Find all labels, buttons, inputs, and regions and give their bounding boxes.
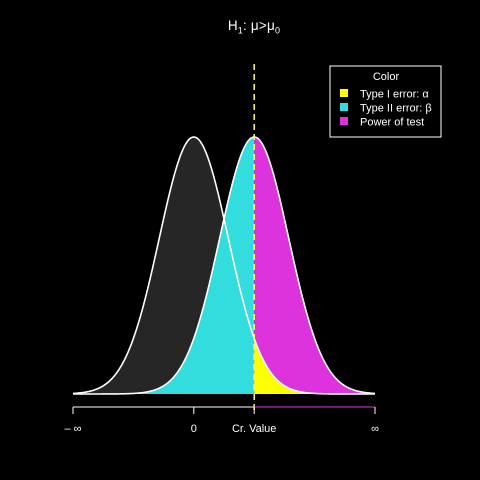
alternative-distribution-curve	[73, 136, 376, 395]
legend-swatch-2	[340, 117, 348, 125]
legend-swatch-0	[340, 89, 348, 97]
x-tick-label-2: Cr. Value	[232, 423, 276, 435]
title-main: H	[227, 18, 238, 33]
chart-title: H1: μ>μ0	[0, 18, 480, 36]
legend-label-1: Type II error: β	[360, 103, 432, 115]
title-sub-1: 1	[237, 25, 243, 36]
type-ii-error-area	[73, 137, 255, 394]
title-middle: : μ>μ	[243, 18, 275, 33]
distribution-areas	[73, 137, 375, 394]
distribution-curves	[72, 136, 376, 395]
legend-title: Color	[373, 71, 400, 83]
legend: Color Type I error: α Type II error: β Powe…	[329, 65, 442, 138]
legend-label-2: Power of test	[360, 117, 424, 129]
x-axis: – ∞ 0 Cr. Value ∞	[64, 406, 379, 435]
x-tick-label-1: 0	[191, 423, 197, 435]
title-sub-0: 0	[274, 25, 281, 36]
type-i-error-area	[254, 338, 375, 394]
legend-swatch-1	[340, 103, 348, 111]
x-tick-label-3: ∞	[371, 423, 379, 435]
power-of-test-area	[254, 137, 375, 394]
legend-label-0: Type I error: α	[360, 89, 429, 101]
legend-box	[329, 65, 442, 138]
x-tick-label-0: – ∞	[64, 423, 81, 435]
